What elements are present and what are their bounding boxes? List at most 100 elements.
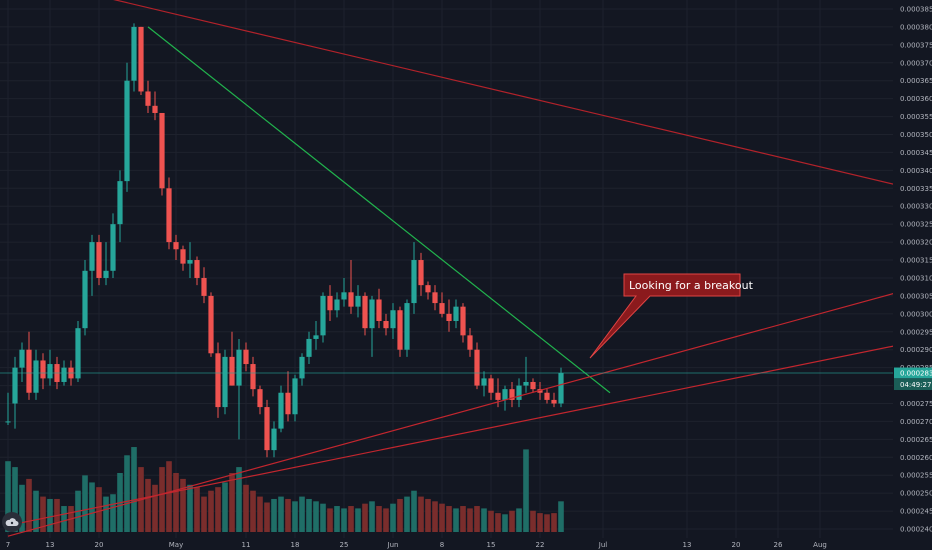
candle-body	[19, 349, 25, 368]
callout: Looking for a breakout	[589, 273, 754, 359]
candle-body	[40, 360, 46, 379]
candle-body	[222, 356, 228, 408]
time-tick-label: Jul	[598, 541, 608, 549]
candle-body	[502, 389, 508, 400]
volume-bar	[348, 506, 354, 532]
candle-body	[488, 378, 494, 393]
time-tick-label: 13	[46, 541, 55, 549]
candle-body	[264, 407, 270, 451]
volume-bar	[509, 510, 515, 532]
candle-body	[530, 381, 536, 390]
candle-body	[418, 260, 424, 286]
volume-bar	[425, 498, 431, 532]
volume-bar	[502, 514, 508, 532]
volume-bars	[5, 447, 564, 532]
volume-bar	[152, 484, 158, 532]
candle-body	[306, 338, 312, 357]
candle-body	[523, 381, 529, 386]
volume-bar	[376, 506, 382, 532]
volume-bar	[257, 496, 263, 532]
candle-body	[551, 399, 557, 404]
time-axis-bg	[0, 538, 932, 550]
tradingview-cloud-icon[interactable]	[2, 512, 22, 532]
volume-bar	[446, 506, 452, 532]
volume-bar	[334, 506, 340, 532]
volume-bar	[355, 508, 361, 532]
candle-body	[467, 335, 473, 350]
candle-body	[341, 292, 347, 300]
time-tick-label: 20	[95, 541, 104, 549]
candle-body	[180, 249, 186, 264]
candle-body	[243, 349, 249, 365]
volume-bar	[278, 496, 284, 532]
candle-body	[348, 292, 354, 307]
volume-bar	[362, 503, 368, 532]
volume-bar	[96, 487, 102, 532]
price-axis-bg	[893, 0, 932, 550]
candle-body	[425, 285, 431, 293]
candlesticks	[5, 23, 564, 458]
candle-body	[376, 299, 382, 322]
candle-body	[110, 224, 116, 271]
volume-bar	[418, 496, 424, 532]
candle-body	[82, 270, 88, 329]
volume-bar	[299, 496, 305, 532]
candle-body	[124, 80, 130, 182]
volume-bar	[131, 447, 137, 532]
volume-bar	[453, 508, 459, 532]
candle-body	[411, 260, 417, 304]
time-axis[interactable]: 7 13 20 May 11 18 25 Jun 8 15 22 Jul 13 20 26 Aug	[0, 538, 932, 550]
candle-body	[327, 295, 333, 311]
trend-line-resistance	[113, 0, 912, 189]
last-price-tag	[894, 367, 932, 379]
volume-bar	[341, 508, 347, 532]
candle-body	[271, 428, 277, 451]
time-tick-label: 26	[774, 541, 783, 549]
candle-body	[236, 349, 242, 386]
volume-bar	[390, 503, 396, 532]
candle-body	[89, 242, 95, 271]
candle-body	[61, 367, 67, 382]
time-tick-label: May	[169, 541, 183, 549]
candle-body	[250, 364, 256, 390]
volume-bar	[320, 503, 326, 532]
candle-body	[166, 188, 172, 243]
price-tags: 0.0002835 04:49:27	[894, 367, 932, 391]
volume-bar	[439, 503, 445, 532]
candle-body	[313, 335, 319, 339]
time-tick-label: 8	[440, 541, 444, 549]
candle-body	[334, 299, 340, 311]
candle-body	[509, 389, 515, 400]
volume-bar	[12, 467, 18, 532]
volume-bar	[124, 455, 130, 532]
volume-bar	[243, 484, 249, 532]
candle-body	[187, 260, 193, 264]
candle-body	[159, 112, 165, 189]
volume-bar	[383, 508, 389, 532]
candle-body	[103, 270, 109, 278]
candle-body	[47, 364, 53, 379]
volume-bar	[208, 490, 214, 532]
candle-body	[397, 310, 403, 350]
candle-body	[369, 299, 375, 329]
candle-body	[432, 292, 438, 304]
volume-bar	[530, 510, 536, 532]
candle-body	[383, 321, 389, 329]
volume-bar	[180, 478, 186, 532]
candle-body	[320, 295, 326, 336]
candle-body	[215, 353, 221, 408]
volume-bar	[411, 490, 417, 532]
candle-body	[145, 91, 151, 106]
